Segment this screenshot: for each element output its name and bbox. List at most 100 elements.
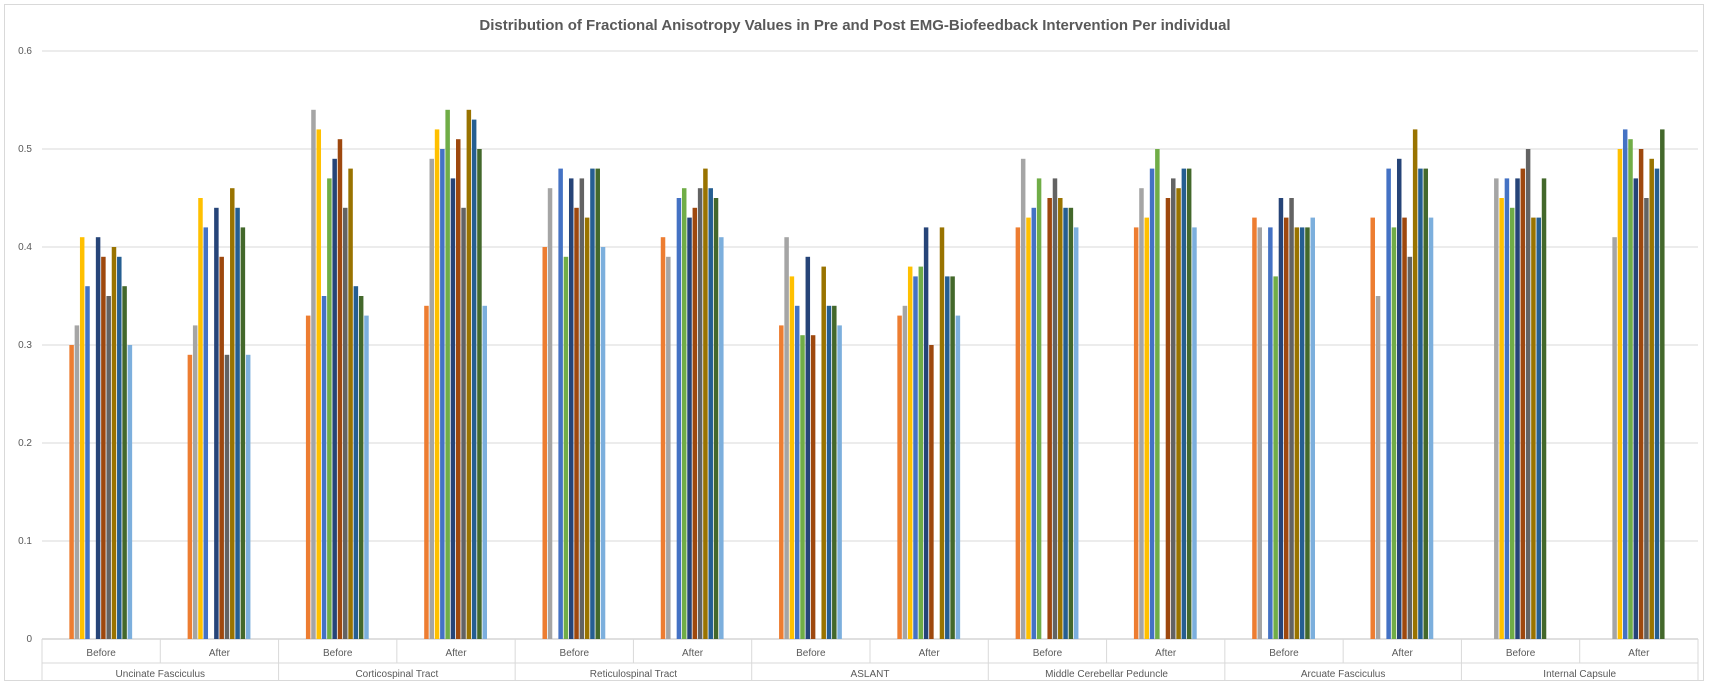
bar — [569, 178, 574, 639]
bar — [1176, 188, 1181, 639]
bar — [580, 178, 585, 639]
bar — [666, 257, 671, 639]
bar — [456, 139, 461, 639]
bar — [106, 296, 111, 639]
bar — [198, 198, 203, 639]
bar — [542, 247, 547, 639]
bar — [590, 169, 595, 639]
bar — [219, 257, 224, 639]
bar — [1134, 227, 1139, 639]
bar — [1429, 218, 1434, 639]
bar — [950, 276, 955, 639]
bar — [311, 110, 316, 639]
bar — [929, 345, 934, 639]
bar — [548, 188, 553, 639]
bar — [693, 208, 698, 639]
bar — [1413, 129, 1418, 639]
bar — [85, 286, 90, 639]
bar — [343, 208, 348, 639]
bar — [1145, 218, 1150, 639]
x-sublabel: Before — [1269, 648, 1299, 659]
bar — [913, 276, 918, 639]
bar — [1649, 159, 1654, 639]
bar — [1258, 227, 1263, 639]
bar — [1166, 198, 1171, 639]
bar — [461, 208, 466, 639]
bar — [477, 149, 482, 639]
bar — [1644, 198, 1649, 639]
bar — [235, 208, 240, 639]
bar — [1494, 178, 1499, 639]
bar — [1063, 208, 1068, 639]
bar — [806, 257, 811, 639]
bar — [945, 276, 950, 639]
bar — [795, 306, 800, 639]
bar — [1639, 149, 1644, 639]
bar — [451, 178, 456, 639]
bar — [1499, 198, 1504, 639]
x-sublabel: Before — [1033, 648, 1063, 659]
bar — [1289, 198, 1294, 639]
bar — [1311, 218, 1316, 639]
bar — [1612, 237, 1617, 639]
bar — [1628, 139, 1633, 639]
bar — [430, 159, 435, 639]
y-tick-label: 0.3 — [18, 340, 32, 351]
bar — [1660, 129, 1665, 639]
bar — [317, 129, 322, 639]
bar — [204, 227, 209, 639]
bar — [1300, 227, 1305, 639]
bar — [188, 355, 193, 639]
x-sublabel: After — [445, 648, 467, 659]
bar — [348, 169, 353, 639]
bar — [246, 355, 251, 639]
bar — [1408, 257, 1413, 639]
x-category-label: Uncinate Fasciculus — [116, 669, 205, 680]
x-category-label: Internal Capsule — [1543, 669, 1616, 680]
bar — [1655, 169, 1660, 639]
bar — [193, 325, 198, 639]
bar — [440, 149, 445, 639]
x-sublabel: Before — [1506, 648, 1536, 659]
x-sublabel: Before — [86, 648, 116, 659]
bar — [821, 267, 826, 639]
bar — [128, 345, 132, 639]
bar — [1021, 159, 1026, 639]
x-sublabel: After — [1392, 648, 1414, 659]
bar — [564, 257, 569, 639]
bar — [472, 120, 477, 639]
bar — [1542, 178, 1547, 639]
bar — [322, 296, 327, 639]
bar — [1397, 159, 1402, 639]
bar — [1515, 178, 1520, 639]
x-category-label: ASLANT — [851, 669, 890, 680]
bar — [1273, 276, 1278, 639]
x-sublabel: After — [682, 648, 704, 659]
bar — [1192, 227, 1197, 639]
y-tick-label: 0.6 — [18, 46, 32, 57]
x-category-label: Corticospinal Tract — [355, 669, 438, 680]
bar — [122, 286, 127, 639]
bar — [96, 237, 101, 639]
y-tick-label: 0.1 — [18, 536, 32, 547]
bar — [698, 188, 703, 639]
bar — [919, 267, 924, 639]
bar — [424, 306, 429, 639]
bar — [1032, 208, 1037, 639]
bar — [467, 110, 472, 639]
bar — [1295, 227, 1300, 639]
bar — [800, 335, 805, 639]
bar — [214, 208, 219, 639]
bar — [338, 139, 343, 639]
bar — [1053, 178, 1058, 639]
bar — [354, 286, 359, 639]
bar — [1150, 169, 1155, 639]
bar — [69, 345, 74, 639]
bar — [940, 227, 945, 639]
bar — [75, 325, 80, 639]
bar — [1171, 178, 1176, 639]
bar — [811, 335, 816, 639]
bar — [661, 237, 666, 639]
bar — [1047, 198, 1052, 639]
bar — [112, 247, 117, 639]
